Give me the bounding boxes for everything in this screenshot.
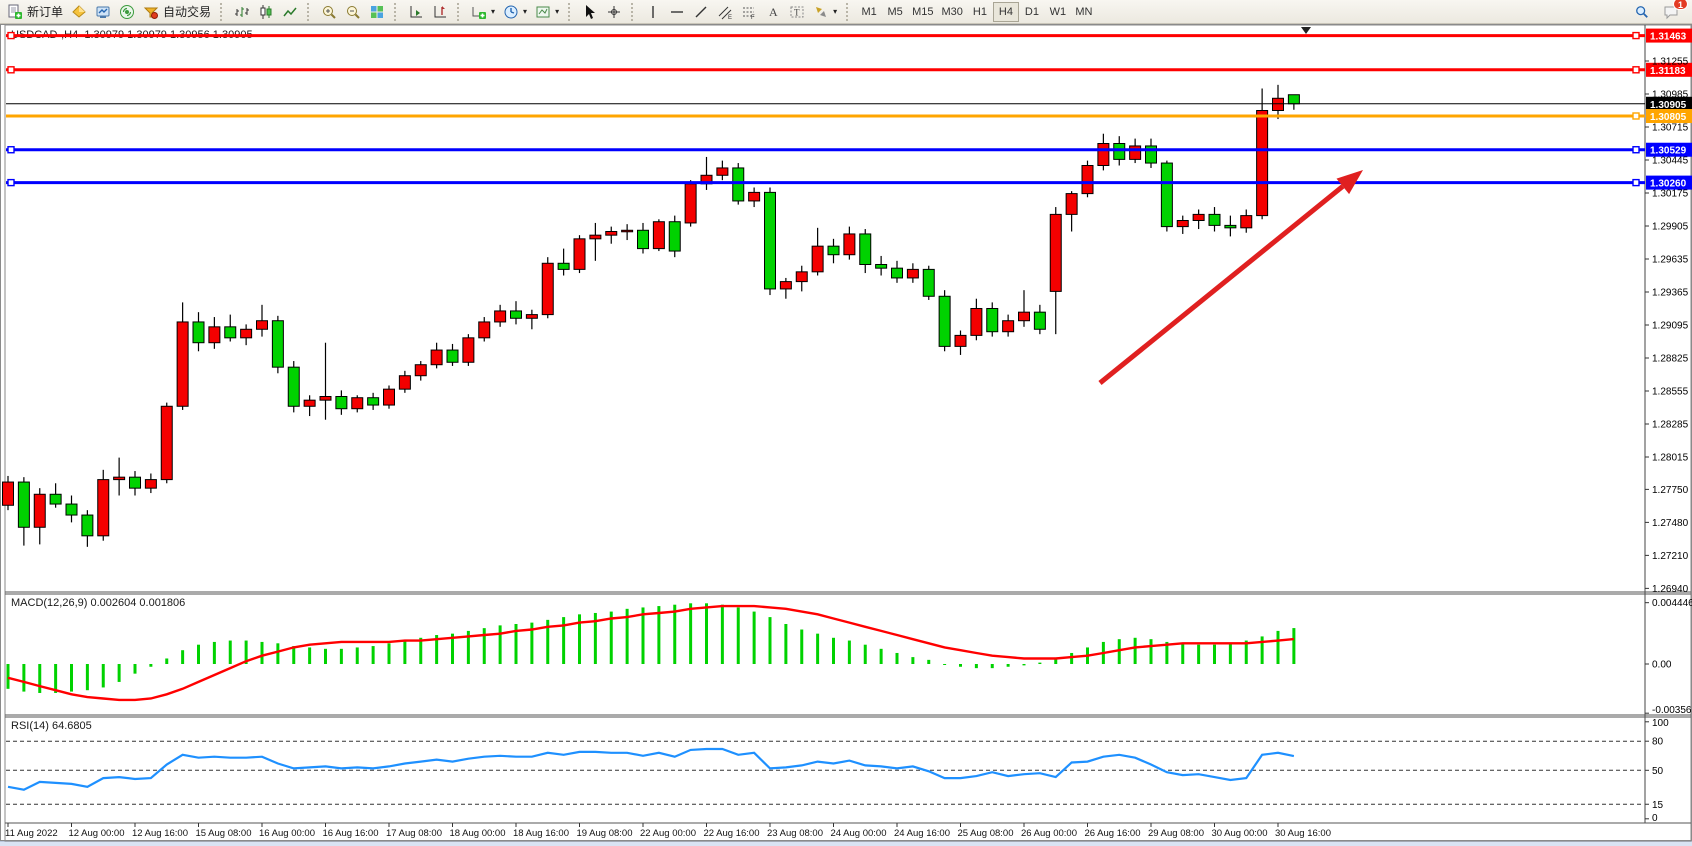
dropdown-caret-icon: ▾ [491, 7, 496, 16]
autotrading-button[interactable]: 自动交易 [139, 1, 215, 22]
clock-icon [504, 5, 518, 18]
text-tool-button[interactable]: A [761, 1, 785, 22]
fibonacci-tool-button[interactable]: F [737, 1, 761, 22]
rsi-indicator-label: RSI(14) 64.6805 [11, 720, 92, 732]
new-order-button[interactable]: 新订单 [3, 1, 67, 22]
search-button[interactable] [1630, 1, 1653, 22]
candlestick-chart-button[interactable] [254, 1, 278, 22]
vertical-line-icon [652, 5, 654, 18]
toolbar-separator [394, 2, 401, 21]
template-icon [536, 6, 550, 17]
channel-tool-button[interactable]: E [713, 1, 737, 22]
timeframe-H1[interactable]: H1 [967, 2, 993, 22]
dropdown-caret-icon: ▾ [523, 7, 528, 16]
line-chart-button[interactable] [278, 1, 302, 22]
market-watch-icon [96, 6, 110, 18]
auto-scroll-icon [410, 5, 423, 17]
auto-scroll-button[interactable] [404, 1, 428, 22]
notifications-button[interactable]: 1 [1659, 0, 1688, 22]
dropdown-caret-icon: ▾ [555, 7, 560, 16]
line-chart-icon [283, 7, 297, 16]
new-order-label: 新订单 [27, 5, 64, 19]
dropdown-caret-icon: ▾ [833, 7, 838, 16]
toolbar-separator [846, 2, 853, 21]
toolbar-separator [307, 2, 314, 21]
svg-text:F: F [751, 15, 755, 20]
chart-shift-icon [434, 5, 447, 17]
autotrading-label: 自动交易 [163, 5, 212, 19]
timeframe-MN[interactable]: MN [1071, 2, 1097, 22]
zoom-out-icon [347, 5, 360, 19]
text-icon: A [769, 5, 778, 19]
vertical-line-tool-button[interactable] [641, 1, 665, 22]
bottom-strip [0, 841, 1692, 846]
timeframe-W1[interactable]: W1 [1045, 2, 1071, 22]
indicators-icon [472, 6, 487, 19]
chart-shift-button[interactable] [428, 1, 452, 22]
signals-icon [120, 4, 135, 19]
timeframe-M5[interactable]: M5 [882, 2, 908, 22]
timeframe-H4[interactable]: H4 [992, 1, 1019, 22]
toolbar-separator [631, 2, 638, 21]
timeframe-D1[interactable]: D1 [1019, 2, 1045, 22]
fibonacci-icon: F [743, 7, 755, 20]
toolbar-separator [568, 2, 575, 21]
chart-window[interactable]: USDCAD-,H4 1.30979 1.30979 1.30956 1.309… [0, 24, 1692, 841]
timeframe-M1[interactable]: M1 [856, 2, 882, 22]
toolbar-separator [220, 2, 227, 21]
market-watch-button[interactable] [91, 1, 115, 22]
tile-windows-icon [371, 5, 384, 18]
timeframe-M15[interactable]: M15 [908, 2, 937, 22]
svg-text:T: T [794, 7, 800, 17]
new-order-icon [8, 4, 22, 19]
bar-chart-icon [235, 6, 250, 17]
notification-badge: 1 [1672, 0, 1688, 10]
label-tool-button[interactable]: T [785, 1, 809, 22]
chart-style-button[interactable] [67, 1, 91, 22]
arrows-shapes-icon [816, 6, 827, 17]
toolbar: 新订单 自动交易 [0, 0, 1692, 24]
indicators-button[interactable]: ▾ [467, 1, 499, 22]
crosshair-button[interactable] [602, 1, 626, 22]
svg-text:A: A [769, 5, 778, 19]
timeframe-M30[interactable]: M30 [938, 2, 967, 22]
zoom-in-icon [323, 5, 336, 19]
crosshair-icon [608, 5, 621, 18]
templates-button[interactable]: ▾ [531, 1, 563, 22]
svg-text:E: E [728, 15, 732, 20]
equidistant-channel-icon: E [718, 6, 732, 20]
shapes-tool-button[interactable]: ▾ [809, 1, 841, 22]
trendline-icon [695, 6, 707, 17]
timeframe-toolbar: M1 M5 M15 M30 H1 H4 D1 W1 MN [856, 0, 1097, 24]
zoom-in-button[interactable] [317, 1, 341, 22]
signals-button[interactable] [115, 1, 139, 22]
macd-indicator-label: MACD(12,26,9) 0.002604 0.001806 [11, 597, 186, 609]
cursor-icon [586, 4, 596, 19]
cursor-button[interactable] [578, 1, 602, 22]
bar-chart-button[interactable] [230, 1, 254, 22]
tile-windows-button[interactable] [365, 1, 389, 22]
search-icon [1635, 5, 1648, 18]
candlestick-icon [260, 4, 272, 19]
text-label-icon: T [790, 6, 804, 17]
style-diamond-icon [72, 4, 86, 18]
periods-button[interactable]: ▾ [499, 1, 531, 22]
horizontal-line-icon [671, 10, 684, 13]
chart-title: USDCAD-,H4 1.30979 1.30979 1.30956 1.309… [11, 29, 253, 41]
zoom-out-button[interactable] [341, 1, 365, 22]
toolbar-separator [457, 2, 464, 21]
autotrading-icon [143, 7, 159, 19]
horizontal-line-tool-button[interactable] [665, 1, 689, 22]
trendline-tool-button[interactable] [689, 1, 713, 22]
